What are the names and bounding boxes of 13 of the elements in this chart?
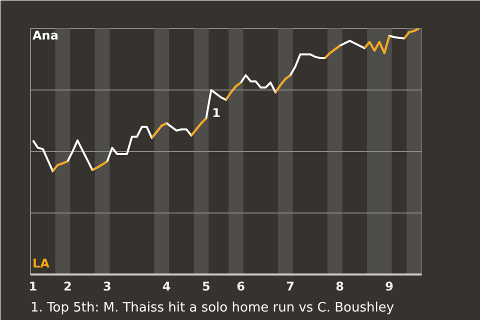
annotation: LA: [32, 256, 50, 270]
x-tick-label: 1: [28, 280, 38, 294]
x-tick-label: 4: [162, 280, 171, 294]
annotation: Ana: [32, 28, 58, 42]
x-tick-label: 8: [336, 280, 344, 294]
x-tick-label: 3: [103, 280, 112, 294]
x-tick-label: 6: [236, 280, 246, 294]
text: 1. Top 5th: M. Thaiss hit a solo home run vs C. Boushley: [30, 300, 394, 316]
x-tick-label: 2: [63, 280, 72, 294]
x-tick-label: 5: [202, 280, 210, 294]
annotation: 1: [212, 106, 221, 120]
x-tick-label: 7: [286, 280, 295, 294]
x-tick-label: 9: [385, 280, 394, 294]
